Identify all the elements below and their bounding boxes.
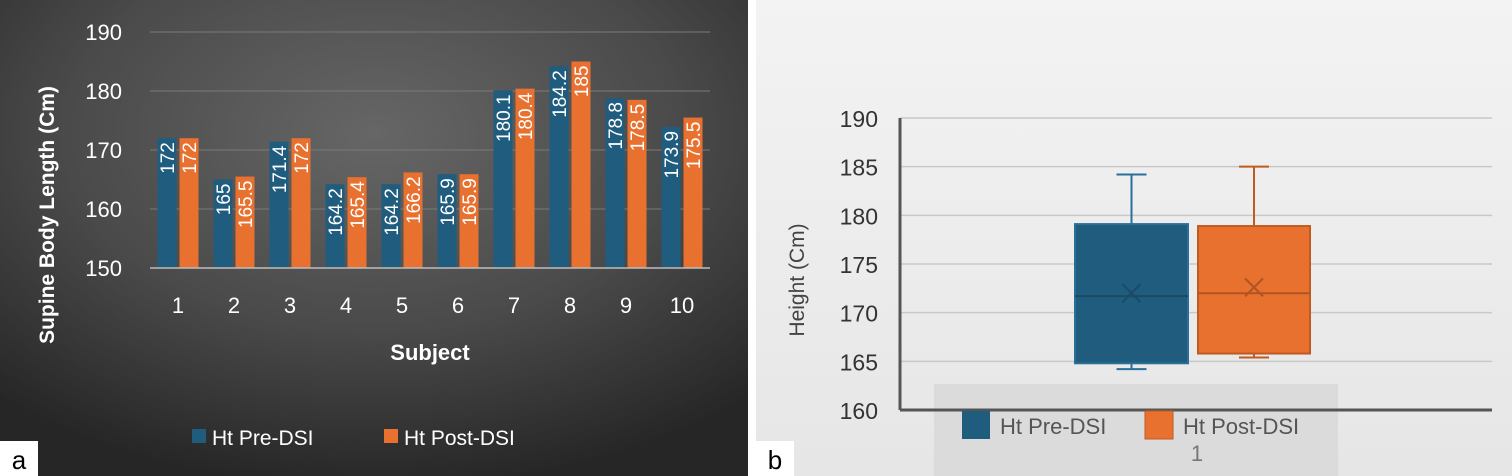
panel-a-data-label: 171.4: [270, 145, 291, 193]
panel-a-x-tick-label: 2: [228, 293, 240, 318]
panel-b-legend-swatch-post: [1144, 410, 1174, 440]
panel-b-boxes: [1074, 165, 1311, 371]
panel-a-x-tick-label: 5: [396, 293, 408, 318]
panel-a-legend: Ht Pre-DSI Ht Post-DSI: [192, 427, 515, 450]
panel-a-legend-swatch-post: [384, 429, 398, 443]
panel-a-data-label: 175.5: [684, 122, 705, 170]
panel-a-y-tick-label: 190: [85, 20, 122, 45]
panel-a-data-label: 165.4: [348, 181, 369, 229]
panel-a-data-label: 164.2: [382, 188, 403, 236]
panel-a-x-tick-label: 3: [284, 293, 296, 318]
panel-a-y-tick-label: 180: [85, 79, 122, 104]
panel-a-label-box: [0, 441, 38, 476]
panel-a-data-label: 180.4: [516, 92, 537, 140]
panel-a-legend-swatch-pre: [192, 429, 206, 443]
panel-a-data-label: 164.2: [326, 188, 347, 236]
panel-a-data-label: 185: [572, 66, 593, 98]
panel-a-data-label: 165.9: [460, 178, 481, 226]
panel-a-bar-post: [683, 117, 703, 268]
panel-b: 160 165 170 175 180 185 190 Height (Cm) Ht Pre…: [756, 0, 1512, 476]
panel-a-label: a: [12, 445, 27, 475]
panel-a-data-label: 178.5: [628, 104, 649, 152]
panel-b-legend-label-pre: Ht Pre-DSI: [1000, 414, 1106, 439]
panel-divider: [748, 0, 756, 476]
panel-a-x-tick-label: 7: [508, 293, 520, 318]
panel-a-y-tick-label: 150: [85, 256, 122, 281]
panel-a-data-label: 165: [214, 184, 235, 216]
panel-a-bar-pre: [325, 184, 345, 268]
panel-b-y-tick-labels: 160 165 170 175 180 185 190: [840, 106, 878, 424]
panel-a-y-tick-label: 160: [85, 197, 122, 222]
panel-b-y-tick-label: 170: [840, 301, 878, 327]
panel-b-box-post: [1197, 225, 1311, 355]
panel-a-legend-label-pre: Ht Pre-DSI: [212, 427, 314, 450]
panel-a-bar-post: [571, 61, 591, 268]
panel-a-bar-pre: [549, 66, 569, 268]
panel-a-data-label: 165.5: [236, 181, 257, 229]
panel-a-bar-pre: [605, 98, 625, 268]
panel-a-x-tick-label: 9: [620, 293, 632, 318]
panel-a-x-tick-label: 4: [340, 293, 352, 318]
panel-a-bar-post: [403, 172, 423, 268]
panel-b-legend-background: [934, 384, 1338, 476]
panel-a-bar-post: [179, 138, 199, 268]
panel-b-label: b: [768, 445, 782, 475]
panel-a-bar-post: [291, 138, 311, 268]
panel-b-y-tick-label: 175: [840, 252, 878, 278]
panel-b-mean-marker-post: [1244, 277, 1264, 298]
panel-b-legend-swatch-pre: [962, 411, 990, 439]
panel-b-y-tick-label: 165: [840, 349, 878, 375]
panel-a-bar-pre: [213, 179, 233, 268]
panel-a-bar-post: [515, 88, 535, 268]
panel-b-y-axis-title: Height (Cm): [786, 223, 809, 336]
panel-a-bar-post: [459, 174, 479, 268]
panel-a-y-tick-labels: 150 160 170 180 190: [85, 20, 122, 281]
panel-a-data-label: 178.8: [606, 102, 627, 150]
panel-b-y-tick-label: 185: [840, 155, 878, 181]
panel-b-legend-label-post: Ht Post-DSI: [1183, 414, 1299, 439]
panel-a-data-label: 173.9: [662, 131, 683, 179]
panel-a-data-label: 184.2: [550, 70, 571, 118]
panel-a-legend-label-post: Ht Post-DSI: [404, 427, 515, 450]
panel-a-bar-post: [235, 176, 255, 268]
panel-a-x-tick-label: 8: [564, 293, 576, 318]
panel-b-y-tick-label: 180: [840, 203, 878, 229]
panel-a-x-tick-label: 10: [670, 293, 694, 318]
panel-a-data-label: 172: [158, 142, 179, 174]
panel-a-bar-pre: [157, 138, 177, 268]
panel-b-gridlines: [900, 117, 1492, 363]
panel-b-x-category-label: 1: [1191, 441, 1203, 466]
panel-a-data-label: 166.2: [404, 176, 425, 224]
panel-a-x-tick-labels: 1 2 3 4 5 6 7 8 9 10: [172, 293, 694, 318]
panel-a-y-tick-label: 170: [85, 138, 122, 163]
panel-a-bar-pre: [381, 184, 401, 268]
panel-a-bar-post: [627, 99, 647, 268]
panel-a-bars: [157, 61, 703, 269]
panel-a-x-tick-label: 6: [452, 293, 464, 318]
panel-a-data-label: 165.9: [438, 178, 459, 226]
panel-a-bar-pre: [269, 141, 289, 268]
panel-a-data-label: 172: [292, 142, 313, 174]
panel-a-bar-pre: [437, 174, 457, 268]
panel-a-data-label: 180.1: [494, 94, 515, 142]
panel-a-bar-pre: [661, 126, 681, 269]
panel-a-data-label: 172: [180, 142, 201, 174]
panel-b-y-tick-label: 160: [840, 398, 878, 424]
panel-b-mean-marker-pre: [1121, 283, 1142, 303]
panel-a-bar-pre: [493, 90, 513, 268]
panel-a-x-axis-title: Subject: [390, 340, 470, 365]
panel-b-label-box: [756, 441, 794, 476]
panel-b-y-tick-label: 190: [840, 106, 878, 132]
panel-a-x-tick-label: 1: [172, 293, 184, 318]
panel-a-y-axis-title: Supine Body Length (Cm): [36, 86, 59, 344]
panel-b-legend: Ht Pre-DSI Ht Post-DSI: [962, 410, 1299, 440]
panel-a-bar-post: [347, 177, 367, 268]
